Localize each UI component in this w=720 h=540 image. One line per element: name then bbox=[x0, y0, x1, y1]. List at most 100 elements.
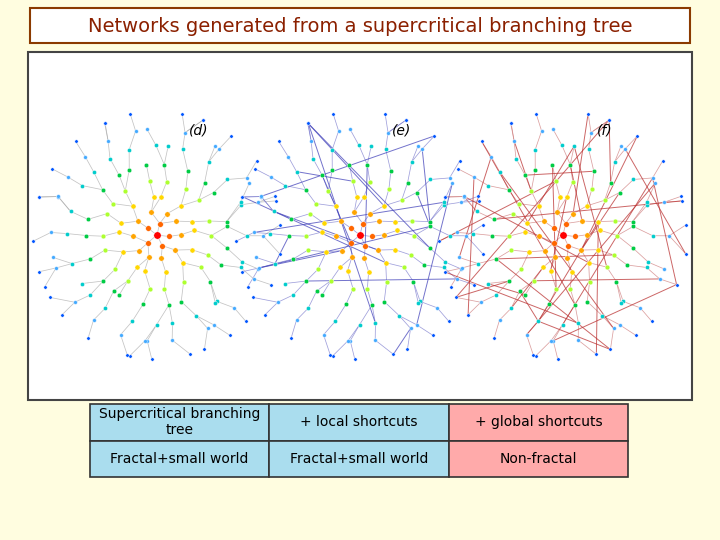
Point bbox=[378, 231, 390, 239]
Point bbox=[175, 201, 186, 210]
Point bbox=[50, 264, 62, 272]
Point bbox=[471, 207, 482, 215]
Point bbox=[631, 132, 643, 140]
Point bbox=[369, 319, 381, 328]
Point bbox=[177, 258, 189, 267]
Point bbox=[140, 336, 151, 345]
Point bbox=[265, 173, 276, 181]
Point bbox=[402, 178, 413, 187]
Point bbox=[357, 219, 369, 228]
Point bbox=[526, 187, 537, 195]
Point bbox=[658, 265, 670, 273]
Point bbox=[143, 253, 155, 261]
Point bbox=[366, 232, 377, 241]
Point bbox=[284, 231, 295, 240]
Point bbox=[259, 310, 271, 319]
Point bbox=[346, 253, 358, 261]
Point bbox=[455, 198, 467, 207]
Point bbox=[657, 157, 668, 166]
Point bbox=[176, 109, 188, 118]
Point bbox=[534, 232, 545, 241]
Point bbox=[279, 279, 290, 288]
Point bbox=[416, 145, 428, 153]
Point bbox=[62, 230, 73, 238]
Point bbox=[33, 193, 45, 201]
Point bbox=[76, 181, 88, 190]
Point bbox=[186, 245, 197, 254]
Point bbox=[248, 228, 260, 237]
Point bbox=[618, 297, 629, 306]
Point bbox=[582, 297, 593, 306]
Point bbox=[354, 141, 365, 150]
Point bbox=[647, 232, 658, 240]
Point bbox=[533, 317, 544, 326]
Point bbox=[180, 185, 192, 193]
Point bbox=[505, 118, 516, 127]
Point bbox=[505, 246, 517, 254]
Text: (e): (e) bbox=[392, 123, 412, 137]
Point bbox=[627, 244, 639, 252]
Point bbox=[310, 199, 322, 208]
Point bbox=[79, 152, 91, 161]
Point bbox=[438, 263, 449, 272]
Point bbox=[158, 160, 170, 169]
Point bbox=[213, 145, 225, 153]
Point bbox=[545, 266, 557, 275]
Point bbox=[599, 196, 611, 205]
Point bbox=[97, 232, 109, 240]
Point bbox=[400, 116, 412, 124]
Point bbox=[114, 330, 126, 339]
Point bbox=[113, 171, 125, 179]
Bar bbox=[449, 404, 628, 441]
Point bbox=[585, 129, 597, 137]
Point bbox=[102, 210, 113, 218]
Point bbox=[621, 261, 633, 269]
Point bbox=[596, 312, 608, 320]
Point bbox=[285, 334, 297, 342]
Point bbox=[120, 187, 131, 195]
Point bbox=[151, 231, 163, 239]
Point bbox=[572, 336, 584, 345]
Point bbox=[269, 192, 281, 201]
Point bbox=[44, 293, 55, 302]
Point bbox=[127, 317, 138, 326]
Point bbox=[302, 246, 314, 254]
Point bbox=[104, 154, 116, 163]
Point bbox=[557, 231, 569, 239]
Point bbox=[312, 265, 324, 274]
Point bbox=[241, 232, 253, 240]
Point bbox=[611, 277, 622, 286]
Point bbox=[347, 177, 359, 186]
Point bbox=[148, 193, 160, 201]
Bar bbox=[28, 52, 692, 400]
Point bbox=[163, 300, 175, 309]
Point bbox=[460, 232, 472, 240]
Point bbox=[221, 244, 233, 252]
Point bbox=[99, 118, 111, 127]
Point bbox=[393, 312, 405, 320]
Point bbox=[224, 331, 235, 340]
Point bbox=[184, 350, 196, 359]
Point bbox=[114, 291, 125, 299]
Point bbox=[425, 222, 436, 231]
Point bbox=[671, 280, 683, 289]
Point bbox=[53, 192, 64, 201]
Point bbox=[627, 217, 639, 226]
Point bbox=[45, 228, 57, 237]
Point bbox=[323, 187, 334, 195]
Point bbox=[82, 215, 94, 224]
Point bbox=[169, 246, 181, 254]
Point bbox=[27, 237, 39, 246]
Point bbox=[236, 193, 248, 201]
Point bbox=[530, 352, 541, 360]
Point bbox=[156, 254, 167, 262]
Point bbox=[122, 351, 133, 360]
Point bbox=[392, 226, 403, 235]
Point bbox=[127, 232, 139, 241]
Point bbox=[249, 165, 261, 173]
Point bbox=[279, 181, 291, 190]
Point bbox=[221, 217, 233, 226]
Point bbox=[444, 232, 456, 240]
Point bbox=[538, 217, 549, 225]
Point bbox=[485, 152, 497, 161]
